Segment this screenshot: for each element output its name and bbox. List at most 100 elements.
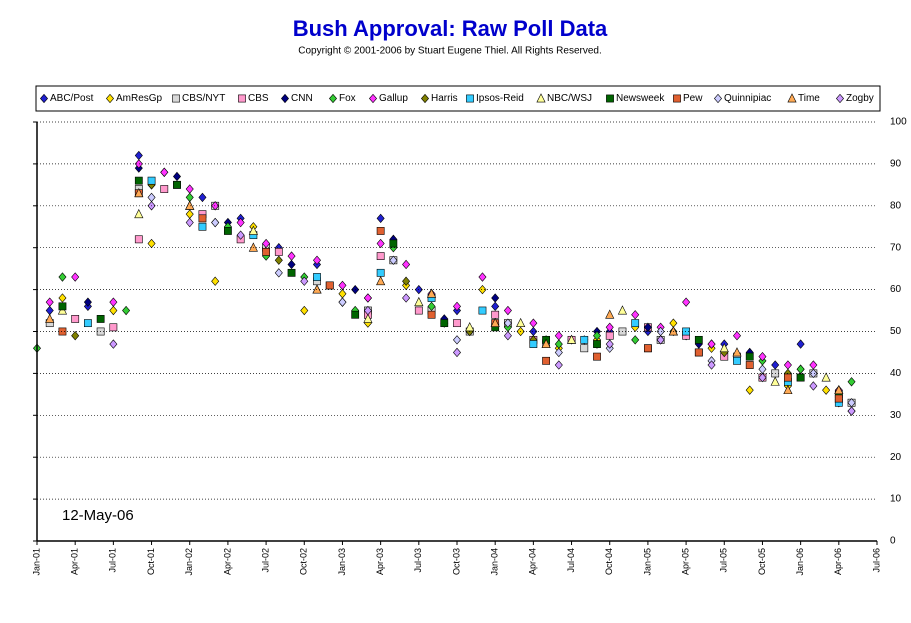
marker	[109, 339, 118, 349]
marker	[287, 259, 296, 270]
marker	[605, 322, 614, 332]
marker	[796, 364, 805, 374]
marker	[554, 360, 563, 370]
x-tick-label: Apr-01	[70, 548, 80, 575]
marker	[363, 293, 372, 303]
marker	[109, 323, 118, 332]
legend-label: CNN	[291, 93, 313, 104]
marker	[542, 356, 550, 365]
marker	[732, 347, 742, 357]
marker	[809, 368, 818, 379]
marker	[554, 331, 563, 341]
marker	[834, 394, 843, 403]
marker	[185, 217, 194, 228]
marker	[338, 289, 347, 299]
y-tick-label: 100	[890, 117, 907, 128]
marker	[593, 352, 601, 361]
x-tick-label: Jul-04	[566, 548, 576, 573]
marker	[758, 364, 767, 374]
marker	[631, 319, 640, 328]
legend-marker	[281, 93, 289, 104]
marker	[71, 272, 80, 282]
marker	[338, 297, 347, 307]
x-tick-label: Apr-03	[375, 548, 385, 575]
marker	[733, 356, 741, 365]
marker	[160, 167, 169, 177]
plot-area	[33, 150, 856, 416]
marker	[300, 276, 309, 286]
marker	[503, 305, 512, 316]
marker	[109, 305, 118, 316]
marker	[796, 339, 805, 349]
x-tick-label: Oct-04	[604, 548, 614, 575]
marker	[669, 318, 678, 328]
marker	[644, 344, 652, 353]
marker	[593, 340, 601, 348]
marker	[605, 309, 615, 319]
marker	[719, 342, 729, 353]
x-tick-label: Jan-02	[184, 548, 194, 576]
marker	[376, 252, 385, 260]
marker	[376, 275, 386, 286]
y-tick-label: 10	[890, 494, 902, 505]
legend-label: Zogby	[846, 93, 874, 104]
marker	[211, 276, 220, 286]
legend-label: NBC/WSJ	[547, 93, 592, 104]
legend-label: Gallup	[379, 93, 408, 104]
marker	[45, 305, 54, 316]
marker	[134, 176, 143, 185]
marker	[185, 200, 195, 210]
legend-label: Quinnipiac	[724, 93, 771, 104]
y-tick-label: 30	[890, 410, 902, 421]
x-tick-label: Apr-06	[833, 548, 843, 575]
marker	[491, 310, 500, 319]
marker	[668, 326, 678, 336]
marker	[58, 302, 67, 311]
marker	[402, 293, 411, 303]
marker	[248, 242, 258, 252]
y-tick-label: 0	[890, 536, 896, 547]
marker	[465, 322, 475, 332]
marker	[211, 217, 220, 228]
chart-subtitle: Copyright © 2001-2006 by Stuart Eugene T…	[298, 46, 601, 57]
x-tick-label: Jan-05	[642, 548, 652, 576]
x-tick-label: Jul-01	[108, 548, 118, 573]
marker	[58, 272, 67, 282]
legend-marker	[369, 93, 377, 104]
marker	[173, 180, 181, 189]
y-tick-label: 40	[890, 368, 902, 379]
legend-label: CBS/NYT	[182, 93, 225, 104]
x-tick-label: Apr-05	[680, 548, 690, 575]
marker	[503, 331, 512, 341]
marker	[631, 310, 640, 320]
marker	[134, 208, 144, 219]
marker	[376, 213, 385, 224]
x-tick-label: Oct-01	[146, 548, 156, 575]
marker	[262, 247, 270, 256]
marker	[707, 360, 716, 370]
marker	[809, 360, 818, 370]
x-tick-label: Oct-05	[757, 548, 767, 575]
marker	[248, 225, 258, 235]
marker	[287, 268, 296, 277]
legend-label: Harris	[431, 93, 458, 104]
legend-marker	[172, 94, 180, 103]
marker	[745, 352, 754, 361]
x-tick-label: Jul-06	[871, 548, 881, 573]
marker	[134, 235, 143, 244]
legend-label: AmResGp	[116, 93, 163, 104]
legend-marker	[238, 94, 246, 103]
marker	[784, 373, 792, 382]
marker	[733, 331, 741, 341]
legend-marker	[673, 94, 681, 103]
marker	[389, 255, 398, 265]
marker	[185, 184, 194, 194]
legend-label: Pew	[683, 93, 703, 104]
x-tick-label: Jan-03	[337, 548, 347, 576]
marker	[274, 255, 283, 265]
marker	[109, 297, 118, 307]
marker	[236, 230, 245, 240]
marker	[287, 251, 296, 261]
marker	[198, 192, 207, 203]
legend-marker	[714, 93, 722, 104]
